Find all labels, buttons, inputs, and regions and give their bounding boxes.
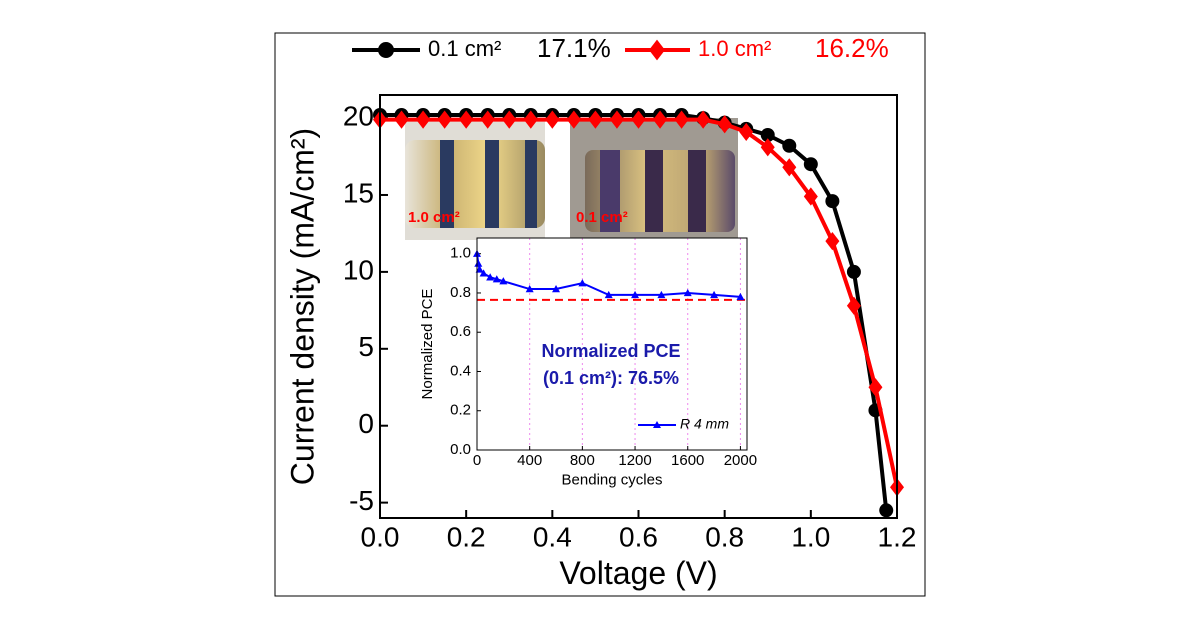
y-tick-label: 0.4: [450, 362, 471, 379]
marker: [552, 285, 561, 293]
x-tick-label: 0.8: [705, 521, 744, 552]
marker: [631, 290, 640, 299]
y-tick-label: -5: [349, 485, 374, 516]
legend-marker: [653, 421, 661, 428]
marker: [717, 115, 732, 134]
marker: [486, 273, 495, 281]
marker: [492, 275, 501, 283]
x-tick-label: 2000: [724, 452, 757, 469]
photo-label: 0.1 cm²: [576, 209, 628, 226]
y-tick-label: 5: [358, 331, 374, 362]
marker: [879, 503, 894, 518]
marker: [459, 110, 474, 129]
inset-annotation: Normalized PCE: [541, 341, 680, 361]
marker: [674, 110, 689, 129]
y-tick-label: 10: [343, 254, 374, 285]
marker: [609, 110, 624, 129]
x-tick-label: 1.2: [878, 521, 917, 552]
marker: [710, 290, 719, 299]
marker: [475, 265, 484, 273]
marker: [523, 110, 538, 129]
x-tick-label: 1600: [671, 452, 704, 469]
marker: [502, 110, 517, 129]
x-tick-label: 0.0: [361, 521, 400, 552]
marker: [566, 110, 581, 129]
marker: [437, 110, 452, 129]
marker: [631, 110, 646, 129]
marker: [782, 158, 797, 177]
y-tick-label: 20: [343, 100, 374, 131]
figure-frame: [274, 32, 926, 597]
legend-efficiency: 16.2%: [815, 33, 889, 63]
x-tick-label: 400: [517, 452, 542, 469]
legend-marker: [649, 39, 665, 61]
x-axis-title: Bending cycles: [562, 472, 663, 489]
photo-2: [570, 118, 738, 240]
marker: [480, 110, 495, 129]
legend-efficiency: 17.1%: [537, 33, 611, 63]
plot-frame: [379, 94, 898, 519]
marker: [803, 157, 818, 172]
marker: [657, 290, 666, 299]
marker: [825, 232, 840, 251]
marker: [474, 259, 483, 267]
marker: [653, 110, 668, 129]
x-tick-label: 800: [570, 452, 595, 469]
marker: [760, 138, 775, 157]
inset-annotation: (0.1 cm²): 76.5%: [543, 368, 679, 388]
y-tick-label: 0.6: [450, 323, 471, 340]
x-tick-label: 1.0: [791, 521, 830, 552]
marker: [545, 110, 560, 129]
y-axis-title: Normalized PCE: [419, 289, 436, 400]
y-tick-label: 15: [343, 177, 374, 208]
marker: [803, 187, 818, 206]
marker: [578, 279, 587, 287]
y-tick-label: 0: [358, 408, 374, 439]
marker: [760, 127, 775, 142]
marker: [499, 277, 508, 285]
x-tick-label: 0.4: [533, 521, 572, 552]
plot-background: [477, 238, 747, 450]
photo-1: [405, 118, 545, 240]
marker: [604, 290, 613, 299]
marker: [782, 138, 797, 153]
photo-label: 1.0 cm²: [408, 209, 460, 226]
y-tick-label: 1.0: [450, 245, 471, 262]
marker: [868, 378, 883, 397]
y-axis-title: Current density (mA/cm²): [284, 128, 320, 485]
x-tick-label: 0.6: [619, 521, 658, 552]
marker: [696, 110, 711, 129]
legend-label: R 4 mm: [680, 416, 729, 432]
marker: [846, 296, 861, 315]
x-tick-label: 0.2: [447, 521, 486, 552]
y-tick-label: 0.0: [450, 441, 471, 458]
marker: [825, 194, 840, 209]
plot-frame: [476, 237, 748, 451]
legend-marker: [378, 42, 394, 58]
marker: [394, 110, 409, 129]
x-axis-title: Voltage (V): [559, 555, 717, 591]
marker: [736, 292, 745, 301]
marker: [846, 264, 861, 279]
marker: [739, 122, 754, 142]
marker: [588, 110, 603, 129]
y-tick-label: 0.8: [450, 284, 471, 301]
marker: [479, 269, 488, 277]
legend-label: 1.0 cm²: [698, 36, 771, 61]
x-tick-label: 1200: [618, 452, 651, 469]
y-tick-label: 0.2: [450, 402, 471, 419]
legend-label: 0.1 cm²: [428, 36, 501, 61]
marker: [683, 288, 692, 297]
marker: [416, 110, 431, 129]
marker: [525, 285, 534, 293]
x-tick-label: 0: [473, 452, 481, 469]
